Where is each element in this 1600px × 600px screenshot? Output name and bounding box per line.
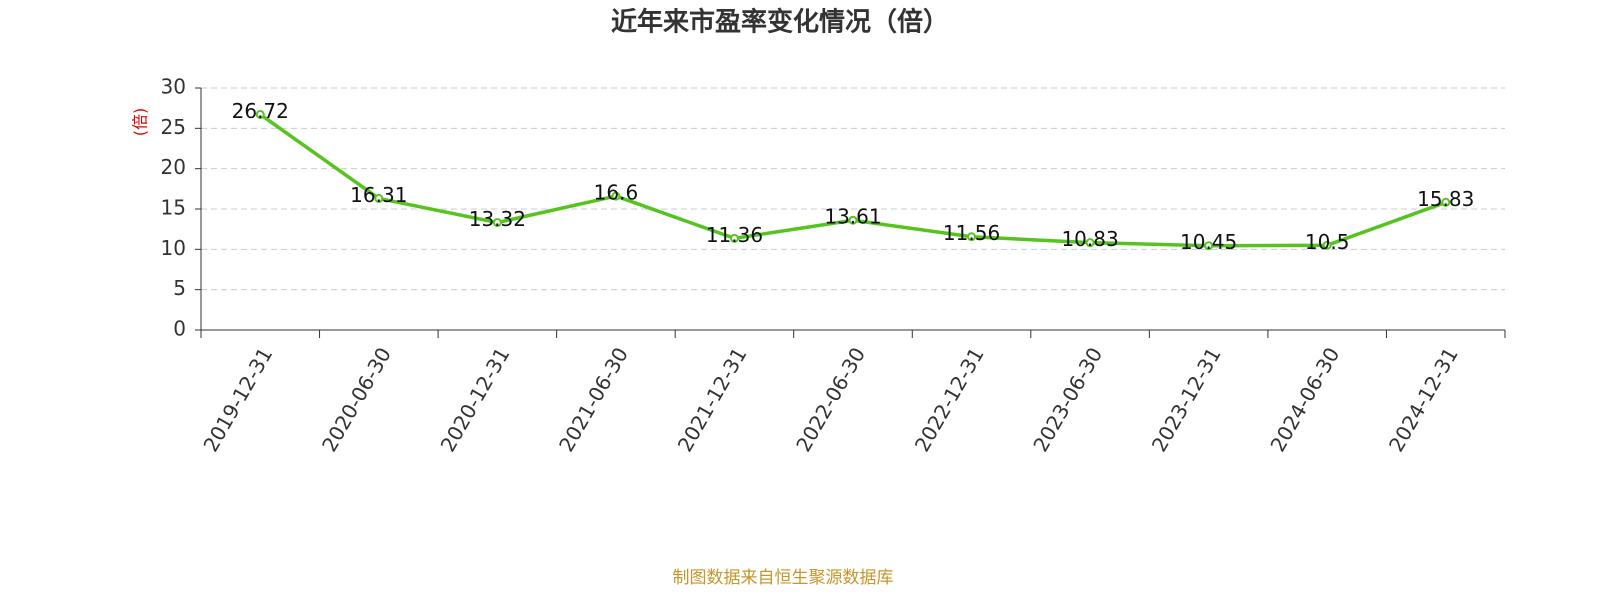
y-tick-label: 25 — [161, 115, 186, 139]
data-label: 11.56 — [943, 221, 1000, 245]
point — [255, 109, 265, 119]
data-label: 26.72 — [232, 99, 289, 123]
y-tick-label: 15 — [161, 196, 186, 220]
x-tick-label: 2024-12-31 — [1384, 343, 1463, 456]
data-label: 13.32 — [469, 207, 526, 231]
y-tick-label: 5 — [173, 276, 186, 300]
y-tick-label: 30 — [161, 75, 186, 99]
data-label: 11.36 — [706, 223, 763, 247]
x-tick-label: 2022-06-30 — [791, 343, 870, 456]
point — [1085, 238, 1095, 248]
x-tick-label: 2021-06-30 — [554, 343, 633, 456]
source-note: 制图数据来自恒生聚源数据库 — [673, 568, 894, 588]
point — [848, 215, 858, 225]
x-tick-label: 2023-12-31 — [1147, 343, 1226, 456]
x-tick-label: 2019-12-31 — [198, 343, 277, 456]
x-tick-label: 2021-12-31 — [673, 343, 752, 456]
data-label: 10.5 — [1305, 230, 1350, 254]
y-tick-label: 0 — [173, 317, 186, 341]
y-tick-label: 10 — [161, 236, 186, 260]
data-label: 16.6 — [594, 181, 639, 205]
chart-title: 近年来市盈率变化情况（倍） — [611, 7, 949, 38]
data-label: 10.83 — [1061, 227, 1118, 251]
x-tick-label: 2020-12-31 — [436, 343, 515, 456]
data-label: 15.83 — [1417, 187, 1474, 211]
x-tick-label: 2022-12-31 — [910, 343, 989, 456]
y-tick-label: 20 — [161, 155, 186, 179]
data-label: 10.45 — [1180, 230, 1237, 254]
point — [967, 232, 977, 242]
y-axis-label: (倍) — [131, 108, 150, 137]
point — [611, 191, 621, 201]
point — [729, 233, 739, 243]
data-label: 13.61 — [824, 205, 881, 229]
x-tick-label: 2020-06-30 — [317, 343, 396, 456]
point — [1204, 241, 1214, 251]
point — [1322, 240, 1332, 250]
point — [1441, 197, 1451, 207]
x-tick-label: 2023-06-30 — [1028, 343, 1107, 456]
point — [374, 193, 384, 203]
point — [492, 218, 502, 228]
data-label: 16.31 — [350, 183, 407, 207]
x-tick-label: 2024-06-30 — [1265, 343, 1344, 456]
